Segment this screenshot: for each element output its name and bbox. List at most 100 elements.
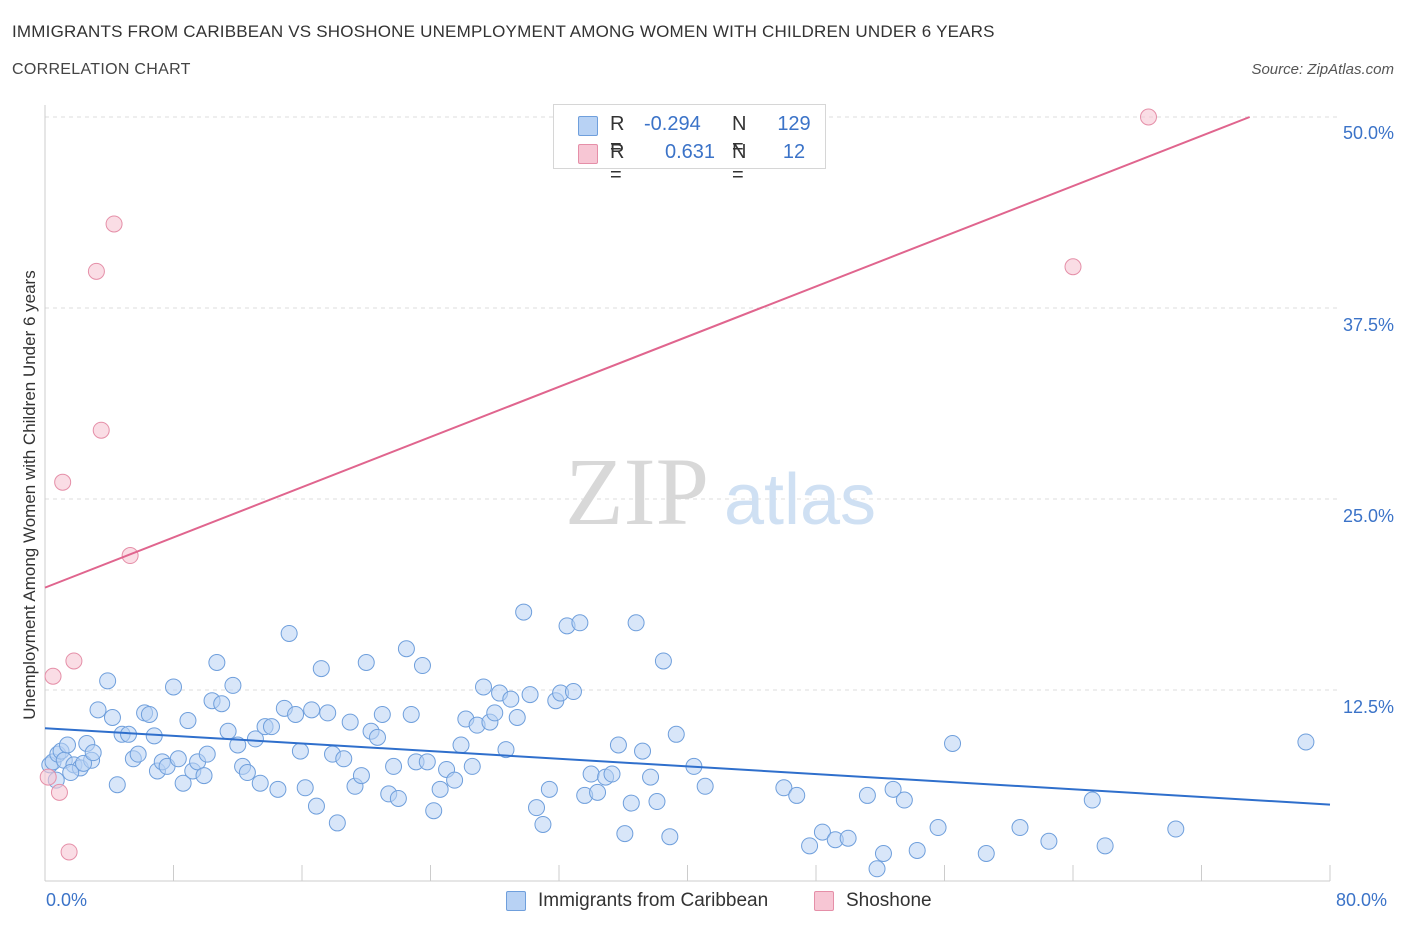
data-point-caribbean xyxy=(589,783,607,801)
data-point-caribbean xyxy=(788,786,806,804)
data-point-caribbean xyxy=(908,841,926,859)
data-point-shoshone xyxy=(121,547,139,565)
data-point-caribbean xyxy=(813,823,831,841)
data-point-caribbean xyxy=(801,837,819,855)
data-point-caribbean xyxy=(99,672,117,690)
bottom-legend-label-shoshone: Shoshone xyxy=(846,890,932,911)
series-caribbean-points xyxy=(41,603,1315,878)
data-point-caribbean xyxy=(1096,837,1114,855)
legend-r-value: 0.631 xyxy=(664,141,716,163)
trend-line-caribbean xyxy=(44,727,1331,806)
data-point-caribbean xyxy=(312,660,330,678)
data-point-caribbean xyxy=(502,690,520,708)
data-point-caribbean xyxy=(402,705,420,723)
data-point-shoshone xyxy=(105,215,123,233)
data-point-caribbean xyxy=(357,653,375,671)
data-point-caribbean xyxy=(174,774,192,792)
data-point-caribbean xyxy=(169,750,187,768)
data-point-caribbean xyxy=(213,695,231,713)
data-point-caribbean xyxy=(238,764,256,782)
data-point-caribbean xyxy=(328,814,346,832)
data-point-caribbean xyxy=(446,771,464,789)
data-point-caribbean xyxy=(418,753,436,771)
data-point-caribbean xyxy=(571,614,589,632)
data-point-caribbean xyxy=(534,815,552,833)
data-point-caribbean xyxy=(1297,733,1315,751)
data-point-shoshone xyxy=(92,421,110,439)
data-point-caribbean xyxy=(521,686,539,704)
data-point-caribbean xyxy=(246,730,264,748)
data-point-caribbean xyxy=(413,657,431,675)
data-point-caribbean xyxy=(373,705,391,723)
data-point-caribbean xyxy=(307,797,325,815)
data-point-caribbean xyxy=(564,683,582,701)
legend-n-value: 129 xyxy=(777,113,811,135)
data-point-caribbean xyxy=(269,780,287,798)
legend-n-value: 12 xyxy=(782,141,806,163)
data-point-caribbean xyxy=(58,736,76,754)
data-point-caribbean xyxy=(165,678,182,696)
y-axis-title: Unemployment Among Women with Children U… xyxy=(20,270,39,720)
data-point-caribbean xyxy=(858,786,876,804)
data-point-caribbean xyxy=(654,652,672,670)
legend-n-label: N = xyxy=(732,141,747,186)
data-point-caribbean xyxy=(431,780,449,798)
chart-subtitle: CORRELATION CHART xyxy=(12,61,191,78)
data-point-caribbean xyxy=(874,844,892,862)
data-point-caribbean xyxy=(179,712,197,730)
watermark-zip: ZIP xyxy=(565,438,709,545)
data-point-caribbean xyxy=(303,701,321,719)
chart-title: IMMIGRANTS FROM CARIBBEAN VS SHOSHONE UN… xyxy=(12,22,995,41)
data-point-caribbean xyxy=(389,789,407,807)
x-tick-label-min: 0.0% xyxy=(46,890,88,910)
data-point-caribbean xyxy=(839,829,857,847)
legend-r-value: -0.294 xyxy=(644,113,701,135)
series-shoshone-points xyxy=(39,108,1157,861)
data-point-caribbean xyxy=(929,819,947,837)
legend-n-label: N = xyxy=(732,113,747,158)
data-point-caribbean xyxy=(540,780,558,798)
legend-r-label: R = xyxy=(610,141,625,186)
bottom-legend-swatch-shoshone xyxy=(814,891,834,911)
stats-legend: R = -0.294 N = 129 R = 0.631 N = 12 xyxy=(553,104,826,186)
data-point-caribbean xyxy=(84,744,102,762)
data-point-caribbean xyxy=(486,704,504,722)
data-point-caribbean xyxy=(944,734,962,752)
legend-swatch-caribbean xyxy=(578,116,598,136)
data-point-caribbean xyxy=(319,704,337,722)
data-point-caribbean xyxy=(582,765,600,783)
data-point-caribbean xyxy=(775,779,793,797)
data-point-caribbean xyxy=(397,640,415,658)
data-point-caribbean xyxy=(103,709,121,727)
trend-line-shoshone xyxy=(44,116,1251,589)
watermark: ZIP atlas xyxy=(565,438,876,545)
data-point-caribbean xyxy=(291,742,309,760)
data-point-caribbean xyxy=(603,765,621,783)
data-point-caribbean xyxy=(634,742,652,760)
gridlines xyxy=(45,116,1340,691)
data-point-caribbean xyxy=(895,791,913,809)
data-point-shoshone xyxy=(60,843,78,861)
data-point-caribbean xyxy=(528,799,546,817)
data-point-shoshone xyxy=(65,652,83,670)
trend-lines xyxy=(44,116,1331,806)
data-point-caribbean xyxy=(341,713,359,731)
data-point-caribbean xyxy=(977,844,995,862)
data-point-caribbean xyxy=(89,701,107,719)
data-point-shoshone xyxy=(54,473,72,491)
watermark-atlas: atlas xyxy=(724,460,876,540)
y-tick-label: 12.5% xyxy=(1342,697,1394,717)
data-point-caribbean xyxy=(368,728,386,746)
data-point-shoshone xyxy=(1064,258,1082,276)
legend-r-label: R = xyxy=(610,113,625,158)
data-point-caribbean xyxy=(1040,832,1058,850)
data-point-caribbean xyxy=(1083,791,1101,809)
data-point-caribbean xyxy=(251,774,269,792)
data-point-caribbean xyxy=(1011,819,1029,837)
y-tick-label: 37.5% xyxy=(1342,315,1394,335)
data-point-caribbean xyxy=(609,736,627,754)
data-point-shoshone xyxy=(87,262,105,280)
data-point-caribbean xyxy=(627,614,645,632)
data-point-caribbean xyxy=(616,825,634,843)
data-point-caribbean xyxy=(642,768,660,786)
